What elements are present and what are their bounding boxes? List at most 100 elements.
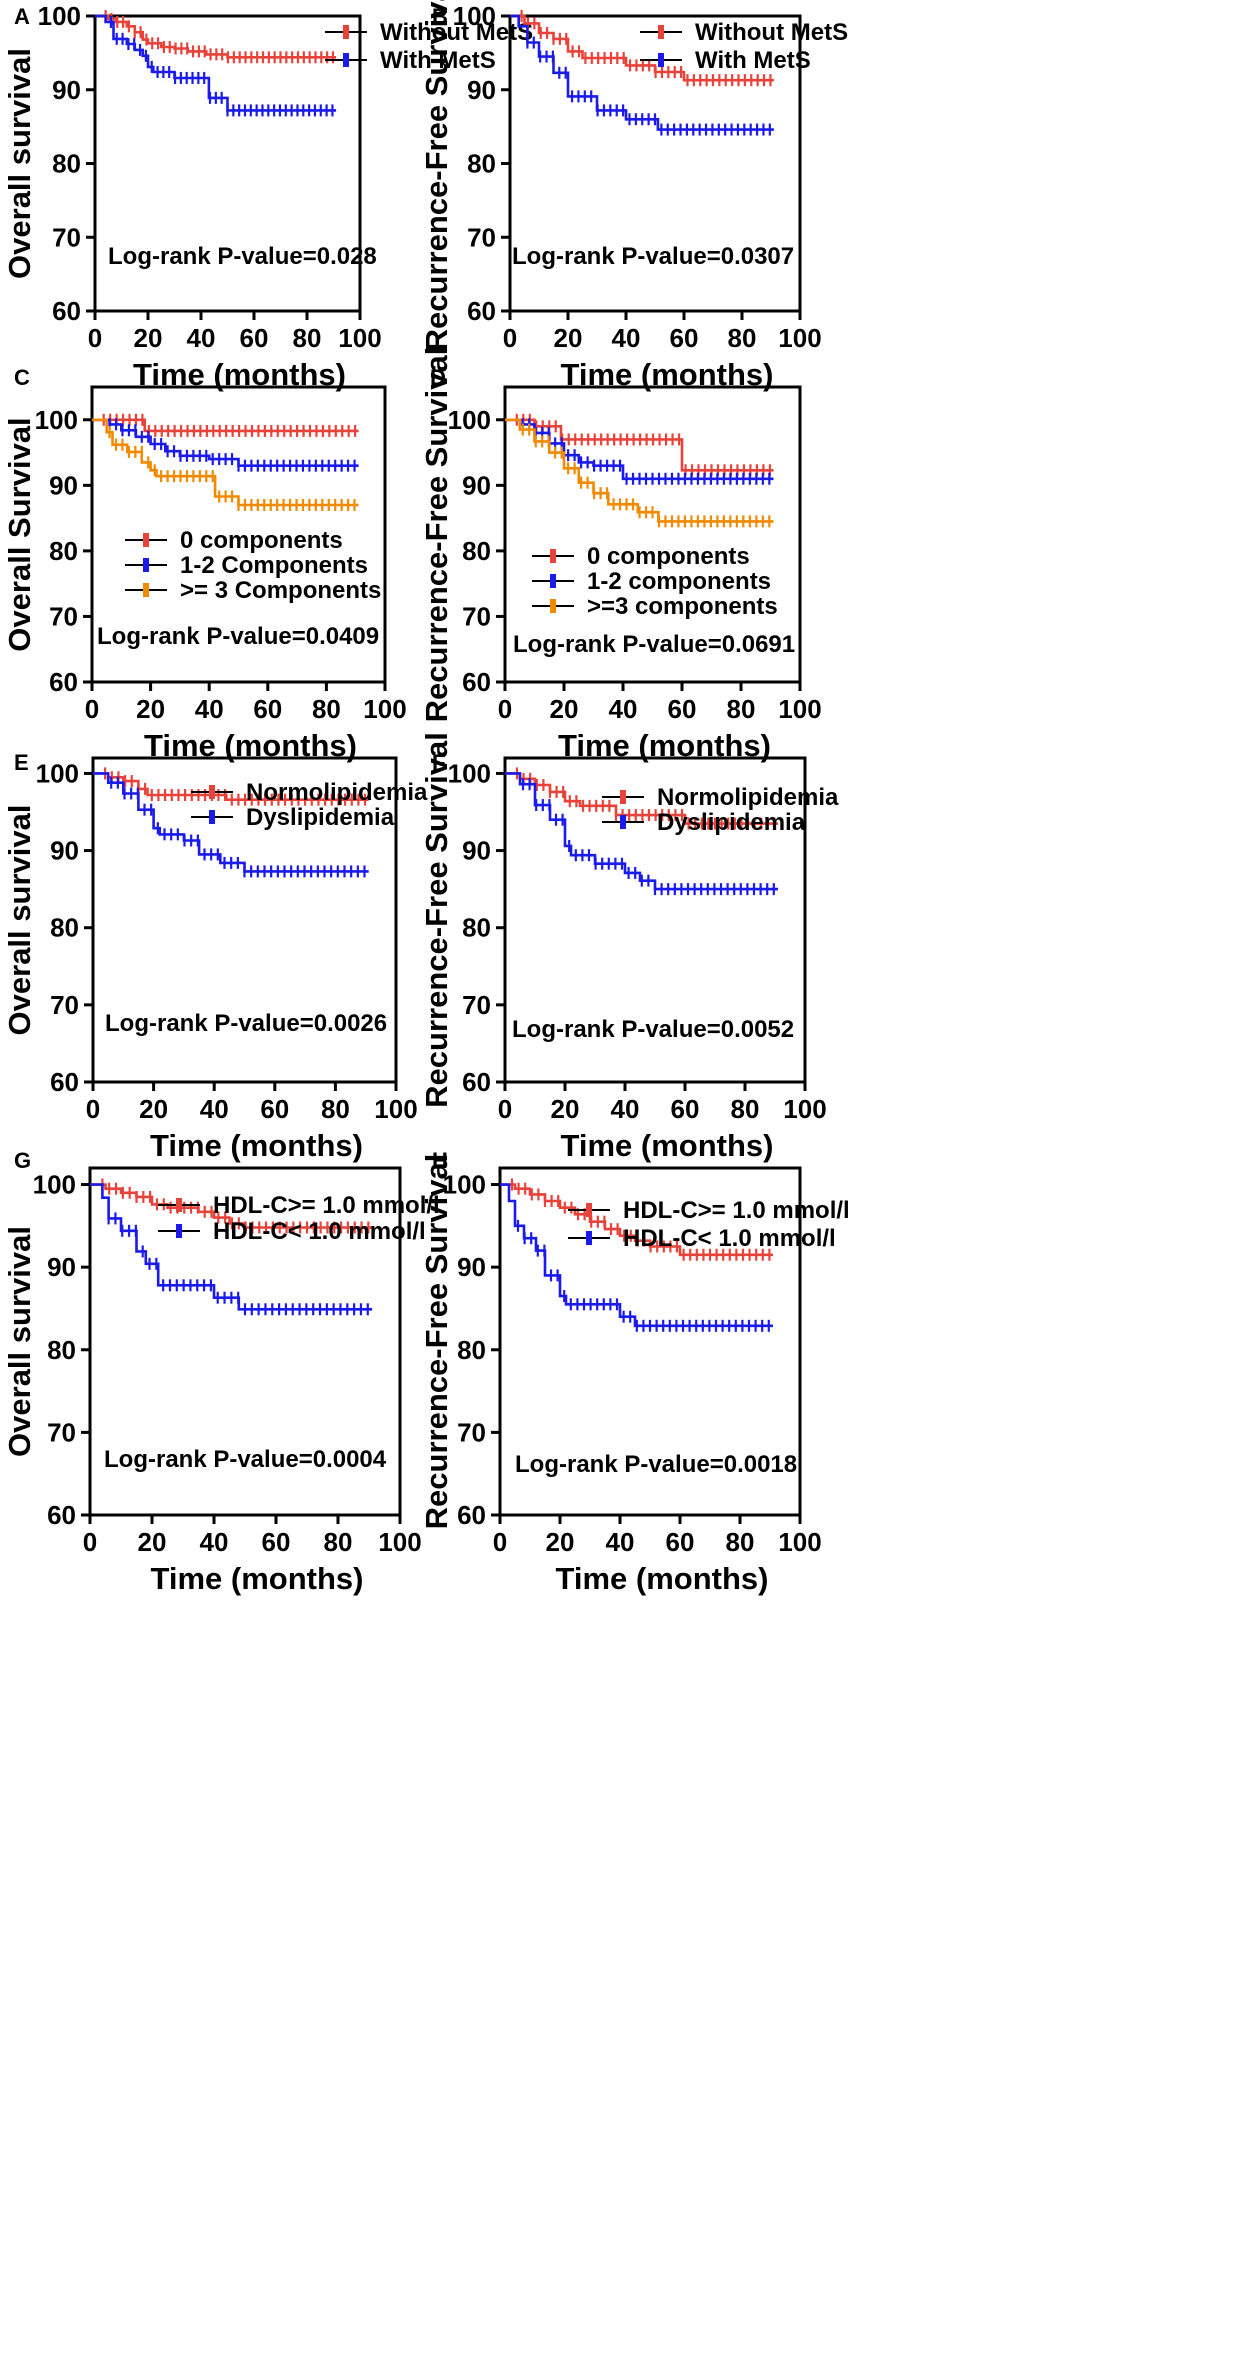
pvalue-annotation: Log-rank P-value=0.0004: [104, 1446, 387, 1473]
legend-label: Dyslipidemia: [246, 804, 395, 831]
censor-marks-2: [521, 423, 771, 528]
y-tick-label: 60: [467, 296, 496, 326]
series-line-0: [93, 772, 369, 801]
x-tick-label: 20: [138, 1527, 167, 1557]
x-tick-label: 80: [324, 1527, 353, 1557]
y-tick-label: 90: [462, 470, 491, 500]
x-tick-label: 40: [612, 323, 641, 353]
y-tick-label: 60: [47, 1500, 76, 1530]
y-tick-label: 90: [47, 1252, 76, 1282]
y-tick-label: 100: [448, 758, 491, 788]
x-tick-label: 40: [200, 1527, 229, 1557]
censor-marks-2: [108, 426, 356, 511]
x-tick-label: 60: [670, 323, 699, 353]
x-axis-title: Time (months): [150, 1128, 363, 1163]
censor-marks-1: [109, 15, 334, 117]
y-tick-label: 90: [49, 470, 78, 500]
plot-frame: [503, 756, 807, 1084]
legend-label: Normolipidemia: [246, 779, 428, 806]
y-tick-label: 100: [33, 1170, 76, 1200]
censor-marks-1: [110, 776, 366, 878]
panel-letter: D: [430, 365, 446, 390]
series-line-1: [505, 772, 778, 891]
x-tick-label: 80: [321, 1094, 350, 1124]
x-axis-title: Time (months): [556, 1561, 769, 1596]
panel-letter: F: [432, 750, 445, 775]
pvalue-annotation: Log-rank P-value=0.028: [108, 243, 377, 270]
censor-marks-1: [526, 36, 771, 136]
y-axis-title: Overall survival: [2, 805, 37, 1036]
y-tick-label: 60: [50, 1067, 79, 1097]
legend-label: HDL-C>= 1.0 mmol/l: [213, 1192, 440, 1219]
y-tick-label: 80: [50, 913, 79, 943]
panel-E: E 0 20 40 60 80 100 60 70 80 90 100 Time (months) Ove…: [2, 750, 428, 1163]
y-tick-label: 70: [462, 990, 491, 1020]
legend-label: With MetS: [695, 47, 811, 74]
pvalue-annotation: Log-rank P-value=0.0026: [105, 1010, 387, 1037]
x-tick-label: 0: [498, 694, 512, 724]
x-tick-label: 20: [139, 1094, 168, 1124]
x-tick-label: 20: [136, 694, 165, 724]
legend-label: 0 components: [587, 543, 750, 570]
y-tick-label: 60: [462, 667, 491, 697]
x-tick-label: 60: [666, 1527, 695, 1557]
y-tick-label: 100: [443, 1170, 486, 1200]
panel-G: G 0 20 40 60 80 100 60 70 80 90 100 Time (months) Ove…: [2, 1148, 440, 1596]
pvalue-annotation: Log-rank P-value=0.0691: [513, 631, 795, 658]
series-line-1: [95, 14, 337, 112]
x-tick-label: 40: [187, 323, 216, 353]
legend-label: >= 3 Components: [180, 577, 381, 604]
censor-marks-0: [515, 767, 776, 830]
x-tick-label: 20: [551, 1094, 580, 1124]
x-tick-label: 80: [728, 323, 757, 353]
x-tick-label: 40: [606, 1527, 635, 1557]
panel-letter: B: [432, 4, 448, 29]
legend-label: 1-2 components: [587, 568, 771, 595]
y-tick-label: 70: [52, 222, 81, 252]
plot-frame: [90, 385, 387, 684]
panel-letter: A: [14, 4, 30, 29]
x-tick-label: 0: [493, 1527, 507, 1557]
x-tick-label: 20: [546, 1527, 575, 1557]
x-tick-label: 0: [86, 1094, 100, 1124]
panel-letter: H: [432, 1148, 448, 1173]
y-tick-label: 70: [467, 222, 496, 252]
x-tick-label: 80: [731, 1094, 760, 1124]
plot-frame: [503, 385, 802, 684]
x-tick-label: 100: [778, 1527, 821, 1557]
y-tick-label: 70: [462, 601, 491, 631]
y-tick-label: 70: [47, 1417, 76, 1447]
x-tick-label: 0: [85, 694, 99, 724]
x-tick-label: 80: [312, 694, 341, 724]
x-tick-label: 0: [83, 1527, 97, 1557]
series-line-0: [90, 1183, 373, 1229]
x-tick-label: 100: [338, 323, 381, 353]
panel-letter: G: [14, 1148, 31, 1173]
y-axis-title: Recurrence-Free Survival: [419, 732, 454, 1108]
y-tick-label: 60: [52, 296, 81, 326]
y-tick-label: 80: [457, 1335, 486, 1365]
series-line-1: [500, 1183, 773, 1328]
series-line-2: [505, 418, 774, 523]
x-tick-label: 20: [554, 323, 583, 353]
legend-label: Dyslipidemia: [657, 809, 806, 836]
censor-marks-0: [104, 10, 335, 64]
legend-label: HDL-C< 1.0 mmol/l: [213, 1218, 426, 1245]
series-line-1: [93, 772, 369, 873]
pvalue-annotation: Log-rank P-value=0.0018: [515, 1451, 797, 1478]
y-tick-label: 100: [453, 1, 496, 31]
y-axis-title: Recurrence-Free Survival: [419, 0, 454, 351]
x-tick-label: 60: [668, 694, 697, 724]
y-tick-label: 100: [38, 1, 81, 31]
y-tick-label: 70: [49, 601, 78, 631]
x-tick-label: 20: [134, 323, 163, 353]
series-line-0: [505, 772, 778, 825]
censor-marks-1: [108, 418, 356, 472]
